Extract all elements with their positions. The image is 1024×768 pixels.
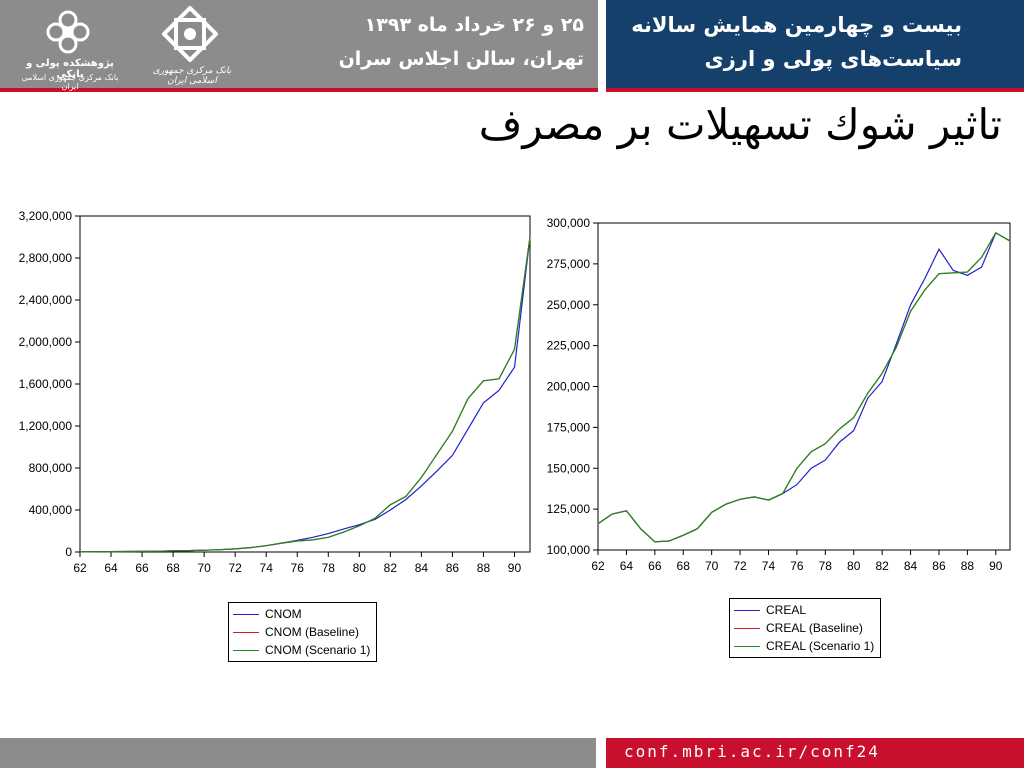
creal-y-tick-label: 175,000 [547, 420, 591, 434]
creal-x-tick-label: 72 [733, 559, 747, 573]
legend-label: CREAL [766, 603, 807, 617]
cnom-series-cnom-baseline [79, 236, 531, 553]
logo1-subname: بانک مرکزی جمهوری اسلامی ایران [21, 73, 119, 91]
creal-y-tick-label: 275,000 [547, 257, 591, 271]
cnom-y-tick-label: 400,000 [29, 503, 73, 517]
cnom-series-cnom [79, 236, 531, 553]
cnom-y-tick-label: 2,800,000 [19, 251, 73, 265]
legend-swatch [734, 610, 760, 612]
creal-x-tick-label: 64 [620, 559, 634, 573]
cnom-x-tick-label: 88 [477, 561, 491, 575]
header-divider [598, 0, 606, 92]
legend-label: CNOM (Baseline) [265, 625, 360, 639]
legend-entry: CNOM (Baseline) [233, 623, 370, 641]
logo1-name: پژوهشکده پولی و بانکی [26, 58, 114, 80]
creal-x-tick-label: 78 [819, 559, 833, 573]
creal-x-tick-label: 84 [904, 559, 918, 573]
creal-y-tick-label: 250,000 [547, 298, 591, 312]
legend-label: CNOM (Scenario 1) [265, 643, 371, 657]
creal-x-tick-label: 62 [591, 559, 605, 573]
slide-title: تاثیر شوك تسهیلات بر مصرف [478, 100, 1002, 149]
conference-date: ۲۵ و ۲۶ خرداد ماه ۱۳۹۳ [364, 14, 584, 36]
conference-title-line1: بیست و چهارمین همایش سالانه [631, 13, 962, 37]
cnom-plot-frame [79, 215, 531, 553]
cnom-x-tick-label: 90 [508, 561, 522, 575]
cnom-x-tick-label: 72 [228, 561, 242, 575]
creal-x-tick-label: 66 [648, 559, 662, 573]
creal-chart: 100,000 125,000 150,000 175,000 200,000 225,0… [547, 216, 1011, 573]
legend-entry: CREAL (Scenario 1) [734, 637, 874, 655]
cnom-x-tick-label: 84 [415, 561, 429, 575]
conference-title-line2: سیاست‌های پولی و ارزی [704, 47, 962, 71]
cnom-x-tick-label: 82 [384, 561, 398, 575]
legend-swatch [734, 646, 760, 648]
creal-x-tick-label: 86 [932, 559, 946, 573]
cnom-legend: CNOM CNOM (Baseline) CNOM (Scenario 1) [228, 602, 378, 662]
creal-y-tick-label: 100,000 [547, 543, 591, 557]
cnom-x-tick-label: 62 [73, 561, 87, 575]
creal-series-creal [597, 231, 1011, 543]
cnom-x-tick-label: 76 [291, 561, 305, 575]
footer-left-band [0, 738, 596, 768]
footer-right-band [606, 738, 1024, 768]
legend-swatch [233, 614, 259, 616]
legend-entry: CNOM [233, 605, 370, 623]
creal-plot-frame [597, 222, 1011, 551]
creal-y-tick-label: 125,000 [547, 502, 591, 516]
cnom-y-tick-label: 800,000 [29, 461, 73, 475]
creal-x-tick-label: 70 [705, 559, 719, 573]
cbi-emblem-icon [162, 6, 218, 62]
cnom-y-tick-label: 0 [65, 545, 72, 559]
cnom-y-tick-label: 1,200,000 [19, 419, 73, 433]
creal-x-tick-label: 88 [961, 559, 975, 573]
mbri-emblem-icon [46, 10, 90, 54]
legend-swatch [233, 650, 259, 652]
logo2-name: بانک مرکزی جمهوری اسلامی ایران [152, 66, 232, 86]
header-right-band [606, 0, 1024, 88]
cnom-chart: 0 400,000 800,000 1,200,000 1,600,000 2,000,0… [19, 209, 531, 575]
conference-title: بیست و چهارمین همایش سالانه سیاست‌های پو… [631, 8, 962, 76]
cnom-x-tick-label: 70 [197, 561, 211, 575]
cnom-y-tick-label: 2,400,000 [19, 293, 73, 307]
conference-date-location: ۲۵ و ۲۶ خرداد ماه ۱۳۹۳ تهران، سالن اجلاس… [339, 8, 584, 76]
cnom-y-tick-label: 1,600,000 [19, 377, 73, 391]
legend-label: CNOM [265, 607, 302, 621]
cnom-x-tick-label: 78 [322, 561, 336, 575]
legend-entry: CREAL [734, 601, 874, 619]
legend-label: CREAL (Scenario 1) [766, 639, 875, 653]
cnom-x-tick-label: 80 [353, 561, 367, 575]
cnom-y-tick-label: 2,000,000 [19, 335, 73, 349]
creal-x-tick-label: 68 [677, 559, 691, 573]
creal-x-tick-label: 80 [847, 559, 861, 573]
cbi-logo: بانک مرکزی جمهوری اسلامی ایران [138, 4, 246, 86]
creal-y-tick-label: 150,000 [547, 461, 591, 475]
header-left-band [0, 0, 598, 88]
cnom-x-tick-label: 86 [446, 561, 460, 575]
creal-y-tick-label: 225,000 [547, 339, 591, 353]
cnom-x-tick-label: 64 [104, 561, 118, 575]
cnom-x-tick-label: 74 [260, 561, 274, 575]
conference-location: تهران، سالن اجلاس سران [338, 48, 584, 70]
creal-x-tick-label: 82 [875, 559, 889, 573]
legend-swatch [233, 632, 259, 634]
cnom-x-tick-label: 66 [135, 561, 149, 575]
creal-series-creal-scenario-1 [597, 231, 1011, 543]
legend-label: CREAL (Baseline) [766, 621, 863, 635]
legend-entry: CREAL (Baseline) [734, 619, 874, 637]
cnom-series-cnom-scenario-1 [79, 236, 531, 553]
conference-url[interactable]: conf.mbri.ac.ir/conf24 [624, 742, 880, 761]
header-red-line [0, 88, 1024, 92]
creal-legend: CREAL CREAL (Baseline) CREAL (Scenario 1) [729, 598, 882, 658]
creal-x-tick-label: 76 [790, 559, 804, 573]
creal-x-tick-label: 90 [989, 559, 1003, 573]
creal-series-creal-baseline [597, 231, 1011, 543]
creal-y-tick-label: 300,000 [547, 216, 591, 230]
legend-swatch [734, 628, 760, 630]
creal-x-tick-label: 74 [762, 559, 776, 573]
creal-y-tick-label: 200,000 [547, 380, 591, 394]
cnom-x-tick-label: 68 [166, 561, 180, 575]
legend-entry: CNOM (Scenario 1) [233, 641, 370, 659]
cnom-y-tick-label: 3,200,000 [19, 209, 73, 223]
mbri-logo: پژوهشکده پولی و بانکی بانک مرکزی جمهوری … [12, 4, 128, 91]
